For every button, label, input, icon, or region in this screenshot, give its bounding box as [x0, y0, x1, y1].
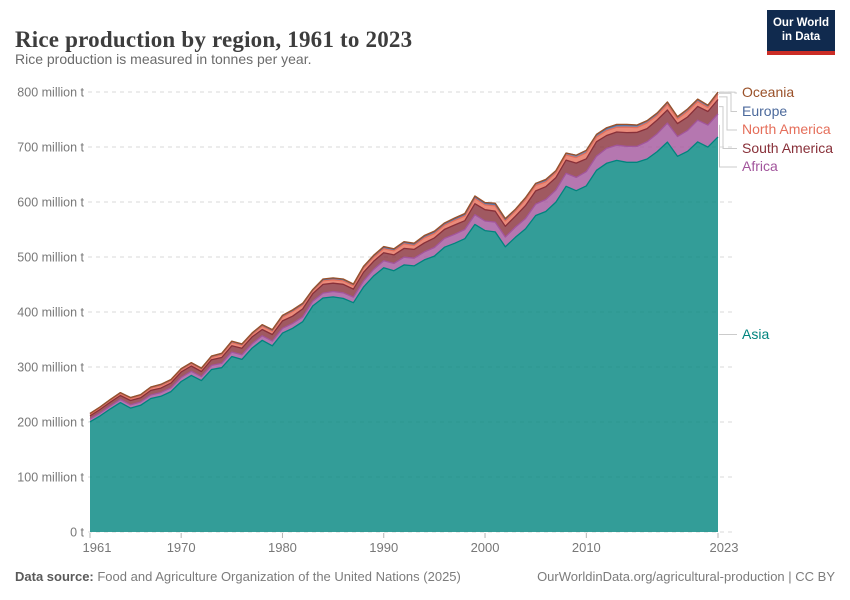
y-axis-label: 400 million t: [17, 306, 84, 320]
x-axis-label: 2010: [572, 540, 601, 555]
y-axis-label: 300 million t: [17, 361, 84, 375]
y-axis-label: 100 million t: [17, 471, 84, 485]
legend-connector: [719, 91, 737, 94]
x-axis-label: 2023: [710, 540, 739, 555]
area-outline: [89, 91, 719, 414]
x-axis-label: 1990: [369, 540, 398, 555]
x-axis-label: 2000: [471, 540, 500, 555]
area-outline: [89, 113, 719, 420]
x-axis-label: 1970: [167, 540, 196, 555]
area-asia[interactable]: [90, 136, 718, 532]
footer-credit[interactable]: OurWorldinData.org/agricultural-producti…: [537, 569, 835, 584]
legend-item-north-america[interactable]: North America: [742, 121, 831, 137]
area-outline: [89, 93, 719, 415]
legend-connector: [719, 96, 737, 131]
footer-source-label: Data source:: [15, 569, 94, 584]
x-axis-label: 1980: [268, 540, 297, 555]
owid-logo-text: Our World in Data: [767, 10, 835, 51]
legend-connector: [719, 124, 737, 168]
x-axis-label: 1961: [83, 540, 112, 555]
legend-item-europe[interactable]: Europe: [742, 102, 788, 119]
legend-connector: [719, 92, 737, 112]
owid-logo[interactable]: Our World in Data: [767, 10, 835, 55]
legend-item-asia[interactable]: Asia: [742, 325, 770, 342]
chart-subtitle: Rice production is measured in tonnes pe…: [15, 51, 312, 67]
area-south-america[interactable]: [90, 99, 718, 420]
owid-logo-line2: in Data: [781, 31, 821, 44]
y-axis-label: 500 million t: [17, 251, 84, 265]
legend-item-oceania[interactable]: Oceania: [742, 84, 795, 100]
legend-item-south-america[interactable]: South America: [742, 139, 834, 156]
chart-footer: Data source: Food and Agriculture Organi…: [15, 569, 835, 584]
area-outline: [89, 99, 719, 417]
y-axis-label: 800 million t: [17, 86, 84, 100]
owid-logo-line1: Our World: [772, 17, 829, 29]
y-axis-label: 700 million t: [17, 141, 84, 155]
y-axis-label: 200 million t: [17, 416, 84, 430]
legend-item-africa[interactable]: Africa: [742, 158, 778, 174]
chart-title: Rice production by region, 1961 to 2023: [15, 27, 413, 53]
y-axis-label: 0 t: [70, 526, 84, 540]
area-outline: [89, 136, 719, 423]
owid-logo-red-bar: [767, 50, 835, 55]
y-axis-label: 600 million t: [17, 196, 84, 210]
area-africa[interactable]: [90, 113, 718, 422]
footer-source-text: Food and Agriculture Organization of the…: [93, 569, 461, 584]
legend-connector: [719, 106, 737, 149]
footer-source: Data source: Food and Agriculture Organi…: [15, 569, 461, 584]
